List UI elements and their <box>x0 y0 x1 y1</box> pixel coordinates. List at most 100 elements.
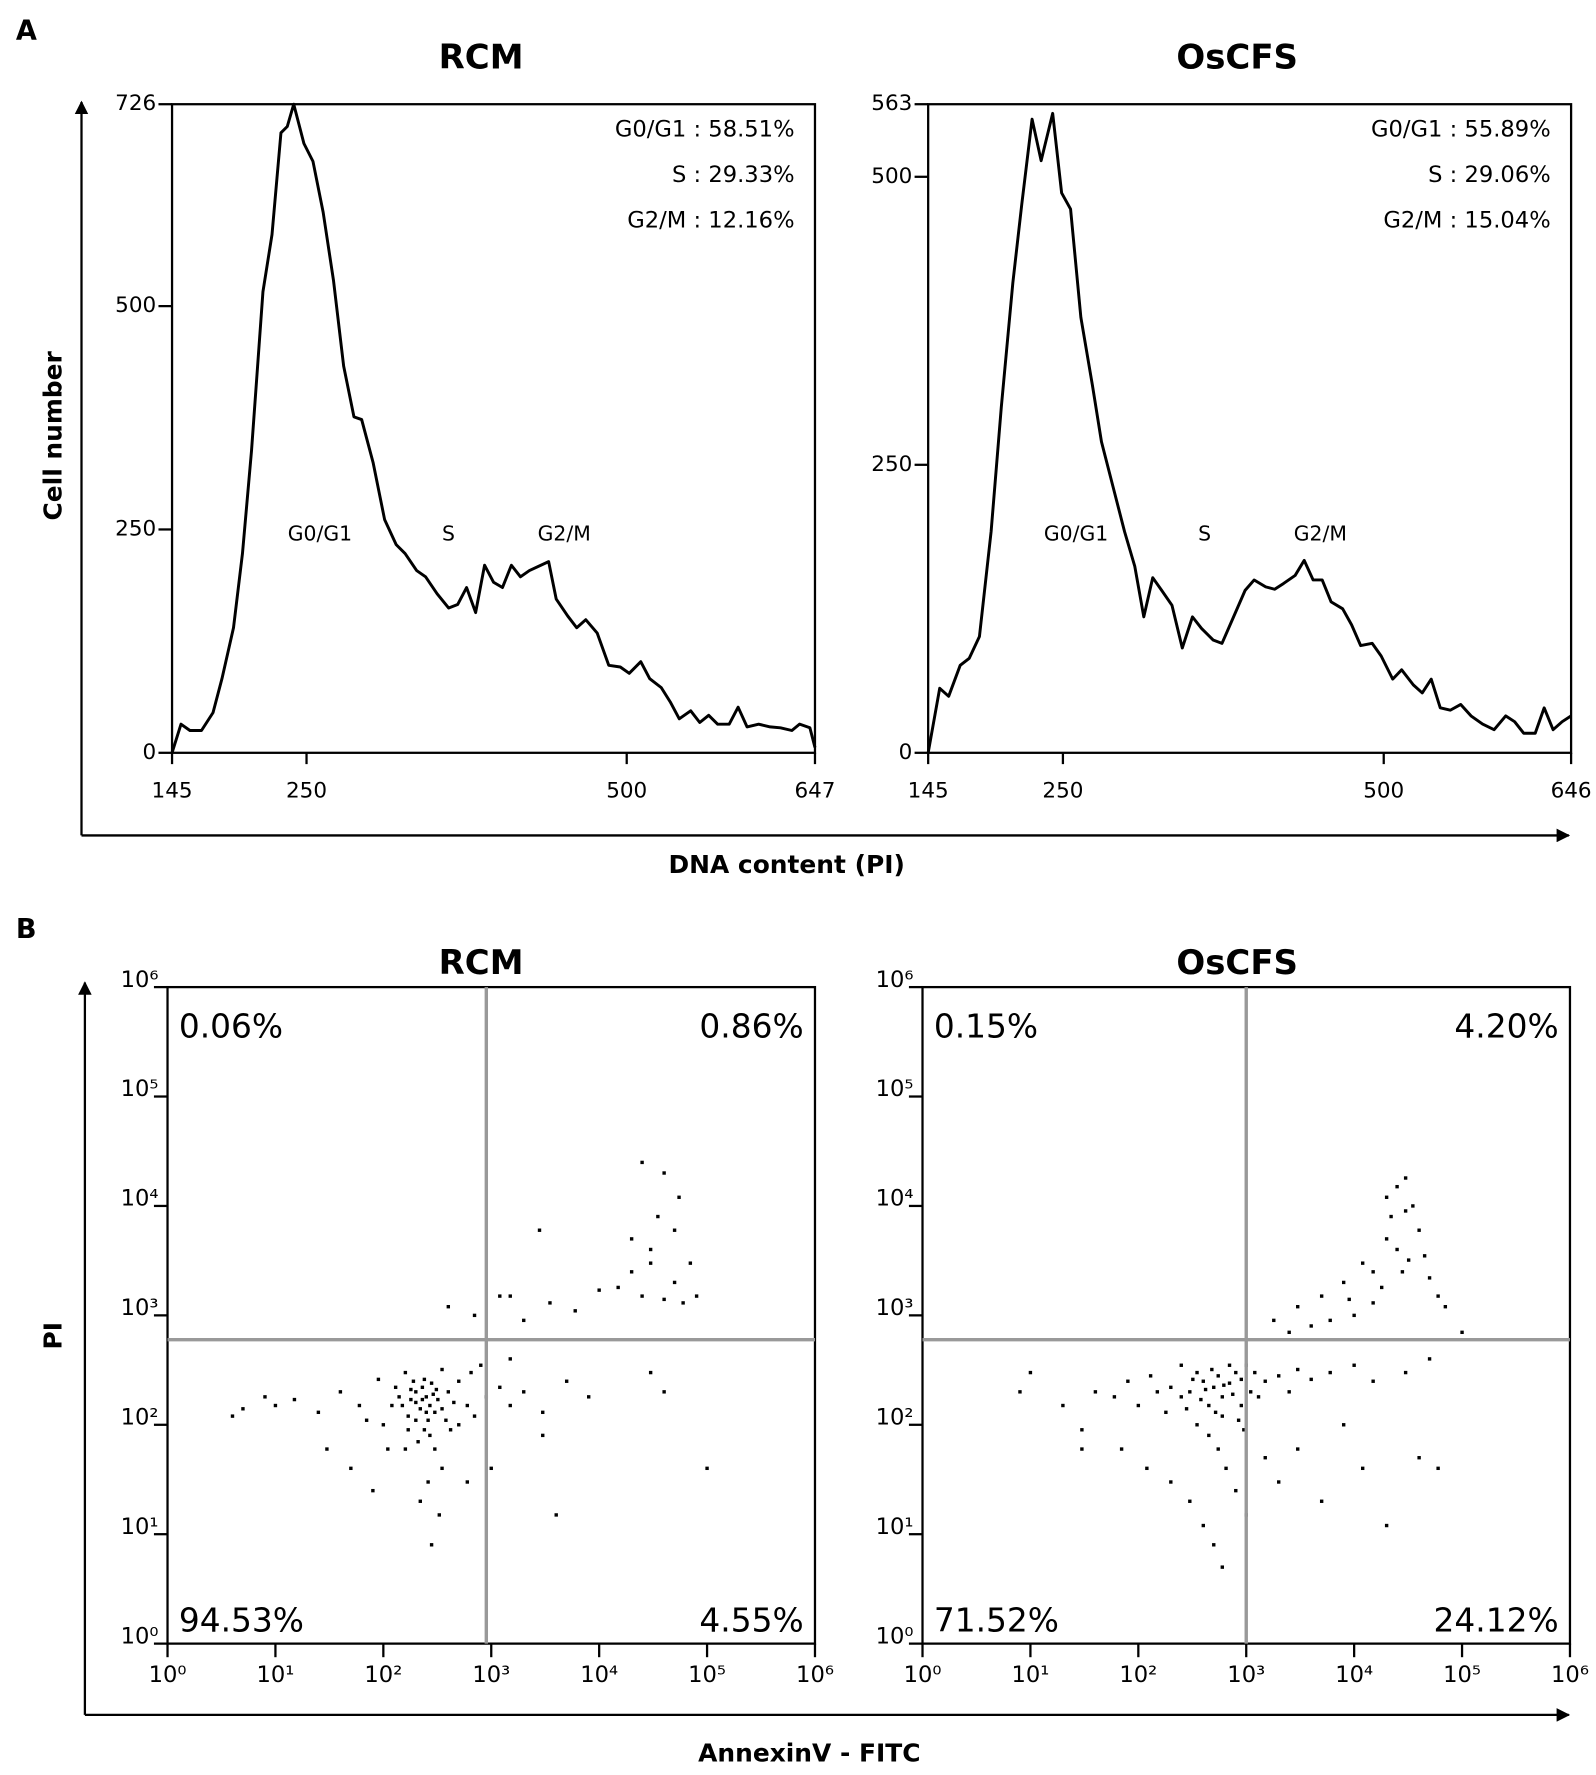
event-dot <box>1263 1379 1267 1383</box>
event-dot <box>548 1301 552 1305</box>
event-dot <box>1234 1488 1238 1493</box>
x-tick-label: 647 <box>794 778 835 803</box>
event-dot <box>1436 1294 1440 1298</box>
event-dot <box>1277 1480 1281 1484</box>
event-dot <box>424 1410 428 1415</box>
event-dot <box>1403 1209 1408 1213</box>
x-tick-label: 10⁴ <box>1335 1662 1373 1688</box>
phase-percentage: G0/G1 : 58.51% <box>615 117 795 143</box>
event-dot <box>508 1403 512 1408</box>
event-dot <box>440 1367 444 1372</box>
x-axis-label: AnnexinV - FITC <box>698 1739 920 1768</box>
event-dot <box>465 1403 470 1408</box>
phase-percentage: G0/G1 : 55.89% <box>1371 117 1551 143</box>
event-dot <box>1242 1428 1246 1432</box>
event-dot <box>433 1447 437 1451</box>
histogram-line <box>170 102 817 754</box>
event-dot <box>241 1407 245 1411</box>
y-tick-label: 10⁵ <box>121 1076 159 1102</box>
event-dot <box>1216 1447 1220 1451</box>
quadrant-percentage: 4.55% <box>699 1602 803 1640</box>
x-tick-label: 646 <box>1551 778 1592 803</box>
event-dot <box>429 1381 434 1385</box>
event-dot <box>371 1488 375 1493</box>
event-dot <box>403 1370 408 1375</box>
y-tick-label: 10³ <box>121 1295 159 1321</box>
y-tick-label: 10⁴ <box>876 1186 914 1212</box>
event-dot <box>325 1447 329 1451</box>
y-tick-label: 10¹ <box>121 1514 159 1540</box>
event-dot <box>1227 1363 1232 1367</box>
event-dot <box>648 1370 653 1375</box>
event-dot <box>1253 1370 1257 1375</box>
event-dot <box>1277 1374 1281 1378</box>
event-dot <box>416 1440 420 1444</box>
event-dot <box>1239 1403 1243 1408</box>
event-dot <box>429 1543 434 1547</box>
event-dot <box>1319 1294 1324 1298</box>
event-dot <box>263 1395 267 1399</box>
event-dot <box>472 1414 477 1418</box>
event-dot <box>629 1270 634 1274</box>
event-dot <box>426 1418 430 1422</box>
event-dot <box>1403 1370 1408 1375</box>
x-tick-label: 10² <box>364 1662 402 1688</box>
event-dot <box>677 1195 681 1199</box>
event-dot <box>390 1403 394 1408</box>
x-tick-label: 145 <box>908 778 949 803</box>
event-dot <box>1371 1270 1375 1274</box>
x-tick-label: 10⁵ <box>688 1662 726 1688</box>
quadrant-percentage: 0.15% <box>934 1007 1038 1045</box>
event-dot <box>1411 1204 1415 1208</box>
event-dot <box>381 1423 386 1427</box>
chart-title: RCM <box>439 37 524 77</box>
event-dot <box>414 1418 418 1422</box>
event-dot <box>1328 1318 1332 1323</box>
event-dot <box>1220 1565 1224 1569</box>
event-dot <box>522 1390 526 1394</box>
event-dot <box>1216 1374 1220 1378</box>
event-dot <box>1371 1301 1375 1305</box>
event-dot <box>364 1418 369 1422</box>
event-dot <box>1179 1363 1183 1367</box>
histogram-line <box>926 111 1572 754</box>
event-dot <box>541 1410 545 1415</box>
event-dot <box>1207 1403 1211 1408</box>
x-tick-label: 10³ <box>1227 1662 1265 1688</box>
event-dot <box>1212 1385 1216 1390</box>
event-dot <box>672 1228 677 1232</box>
event-dot <box>1427 1357 1432 1361</box>
chart-title: RCM <box>439 943 524 983</box>
event-dot <box>662 1390 666 1394</box>
x-tick-label: 10⁵ <box>1443 1662 1481 1688</box>
event-dot <box>446 1390 451 1394</box>
event-dot <box>1460 1330 1464 1335</box>
event-dot <box>1179 1395 1183 1399</box>
event-dot <box>424 1395 428 1399</box>
y-tick-label: 500 <box>871 164 912 189</box>
event-dot <box>472 1313 477 1318</box>
event-dot <box>1403 1176 1408 1180</box>
y-tick-label: 0 <box>143 740 157 765</box>
x-tick-label: 10⁴ <box>580 1662 618 1688</box>
event-dot <box>406 1414 410 1418</box>
chart-title: OsCFS <box>1176 943 1298 983</box>
event-dot <box>656 1214 660 1219</box>
event-dot <box>433 1410 437 1415</box>
x-tick-label: 10² <box>1119 1662 1157 1688</box>
x-tick-label: 10⁰ <box>904 1662 942 1688</box>
phase-label: S <box>1198 521 1211 545</box>
y-axis-label: Cell number <box>38 351 67 521</box>
event-dot <box>422 1377 427 1382</box>
x-tick-label: 10¹ <box>1011 1662 1049 1688</box>
event-dot <box>1195 1370 1199 1375</box>
event-dot <box>1136 1403 1141 1408</box>
event-dot <box>1112 1395 1117 1399</box>
event-dot <box>1201 1379 1205 1383</box>
event-dot <box>1236 1418 1241 1422</box>
event-dot <box>230 1414 235 1418</box>
event-dot <box>1371 1379 1375 1383</box>
event-dot <box>672 1280 677 1285</box>
event-dot <box>411 1379 416 1383</box>
plot-frame <box>170 103 817 754</box>
